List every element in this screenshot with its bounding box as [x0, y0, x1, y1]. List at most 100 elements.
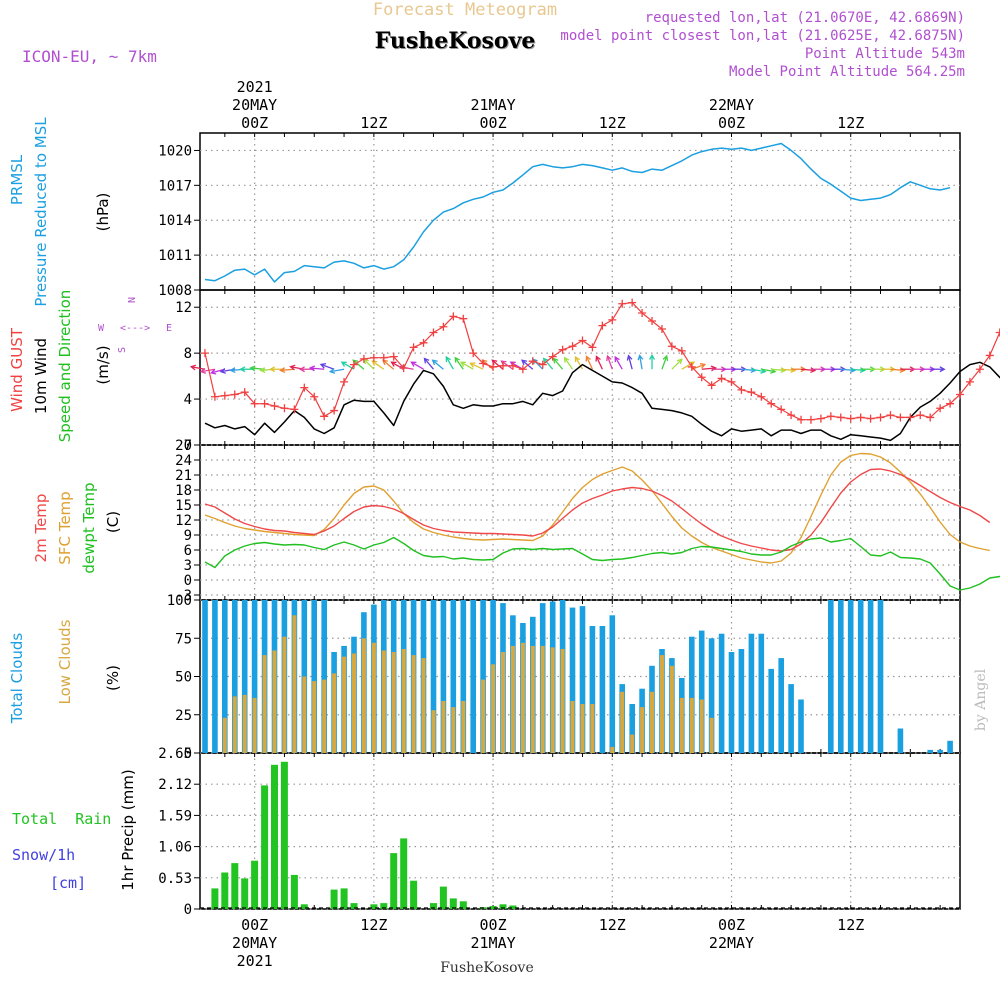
- total-cloud-bar: [748, 633, 755, 753]
- wind-arrow-shaft: [201, 368, 216, 373]
- wind-gust-marker: [280, 404, 289, 413]
- wind-arrow-shaft: [330, 368, 345, 373]
- wind-arrow-shaft: [454, 357, 464, 370]
- wind-arrow-head: [595, 355, 601, 362]
- wind-arrow: [371, 360, 385, 370]
- wind-arrow: [410, 361, 424, 370]
- wind-arrow-head: [308, 365, 316, 372]
- wind-arrow-head: [445, 355, 451, 363]
- rain-bar: [211, 888, 219, 909]
- panel-frame-precip: [199, 752, 961, 910]
- top-time-label: 00Z: [480, 114, 507, 132]
- rain-bar: [271, 764, 278, 909]
- low-cloud-bar: [461, 701, 466, 753]
- rain-bar: [330, 889, 338, 909]
- wind-arrow-head: [219, 368, 226, 374]
- wind-arrow-shaft: [606, 355, 613, 370]
- wind-arrow: [637, 354, 644, 370]
- wind-gust-marker: [429, 328, 438, 337]
- ytick-label-temperature: 21: [175, 468, 192, 484]
- wind-arrow-head: [469, 362, 476, 368]
- wind-arrow-head: [649, 353, 655, 360]
- wind-gust-marker: [538, 360, 547, 369]
- wind-gust-marker: [439, 322, 448, 331]
- total-cloud-bar: [579, 606, 586, 753]
- total-cloud-bar: [609, 615, 616, 753]
- low-cloud-bar: [391, 652, 396, 753]
- bottom-time-label: 12Z: [837, 916, 864, 934]
- ytick-label-pressure: 1014: [158, 213, 192, 229]
- sfc-temp-line: [204, 452, 990, 564]
- wind-arrow: [671, 358, 683, 370]
- low-cloud-bar: [510, 645, 515, 753]
- low-cloud-bar: [242, 694, 247, 753]
- ytick-label-temperature: -3: [175, 588, 192, 604]
- wind-arrow-shaft: [411, 361, 424, 370]
- wind-arrow: [189, 364, 206, 371]
- ytick-label-pressure: 1008: [158, 283, 192, 299]
- wind-gust-marker: [727, 377, 736, 386]
- wind-arrow-head: [521, 359, 528, 366]
- wind-gust-marker: [806, 415, 815, 424]
- temp-ylabel-1: 2m Temp: [32, 494, 50, 563]
- wind-arrow: [930, 366, 946, 373]
- wind-arrow-shaft: [521, 359, 534, 370]
- ytick-label-pressure: 1011: [158, 248, 192, 264]
- wind-gust-marker: [290, 405, 299, 414]
- wind-gust-marker: [767, 399, 776, 408]
- low-cloud-bar: [540, 645, 545, 753]
- rain-bar: [410, 880, 418, 909]
- total-cloud-bar: [450, 600, 457, 753]
- snow-legend: Snow/1h: [12, 846, 75, 864]
- wind-gust-marker: [499, 361, 508, 370]
- low-cloud-bar: [530, 645, 535, 753]
- ytick-label-clouds: 100: [167, 593, 192, 609]
- point-altitude: Point Altitude 543m: [805, 46, 965, 62]
- model-altitude: Model Point Altitude 564.25m: [729, 64, 965, 80]
- wind-arrow-shaft: [423, 358, 434, 370]
- wind-arrow-shaft: [771, 368, 786, 372]
- total-cloud-bar: [202, 600, 208, 753]
- temp-2m-line: [204, 468, 991, 552]
- wind-arrow-shaft: [432, 359, 444, 370]
- low-cloud-bar: [411, 655, 416, 753]
- total-cloud-bar: [440, 600, 447, 753]
- wind-arrow: [614, 355, 623, 370]
- wind-gust-marker: [359, 354, 368, 363]
- low-cloud-bar: [292, 615, 297, 753]
- rain-bar: [280, 761, 288, 909]
- wind-arrow-shaft: [595, 356, 603, 370]
- compass-n: N: [127, 297, 138, 303]
- total-cloud-bar: [728, 652, 735, 753]
- wind-gust-marker: [200, 349, 209, 358]
- wind-arrow-head: [676, 358, 683, 365]
- rain-bar: [350, 903, 358, 909]
- total-cloud-bar: [778, 658, 784, 753]
- wind-arrow: [771, 367, 787, 374]
- wind-gust-marker: [975, 365, 984, 374]
- wind-ylabel-3: Speed and Direction: [56, 290, 74, 443]
- wind-arrow: [574, 355, 584, 370]
- low-cloud-bar: [352, 653, 356, 753]
- low-cloud-bar: [620, 691, 625, 753]
- wind-arrow-head: [699, 363, 707, 369]
- clouds-ylabel-1: Total Clouds: [8, 633, 26, 725]
- wind-arrow-shaft: [363, 358, 375, 370]
- wind-gust-marker: [816, 414, 825, 423]
- wind-arrow: [469, 362, 484, 370]
- wind-arrow-head: [381, 359, 389, 366]
- bottom-time-label: 12Z: [360, 916, 387, 934]
- wind-arrow-head: [585, 355, 591, 362]
- low-cloud-bar: [332, 673, 337, 753]
- total-cloud-bar: [430, 600, 437, 753]
- wind-gust-marker: [330, 406, 339, 415]
- total-cloud-bar: [241, 600, 248, 753]
- wind-gust-marker: [956, 390, 964, 399]
- wind-arrow: [649, 353, 655, 370]
- footer-station: FusheKosove: [440, 960, 534, 976]
- top-time-label: 12Z: [360, 114, 387, 132]
- ytick-label-temperature: 24: [175, 453, 192, 469]
- wind-ylabel-unit: (m/s): [94, 345, 112, 384]
- low-cloud-bar: [679, 697, 684, 753]
- wind-arrow-shaft: [445, 356, 454, 370]
